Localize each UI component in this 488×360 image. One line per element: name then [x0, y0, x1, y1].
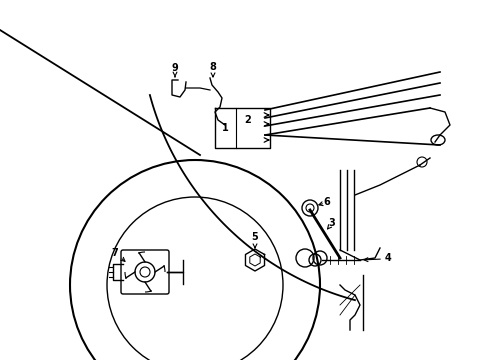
Text: 3: 3: [328, 218, 335, 228]
Text: 1: 1: [221, 123, 228, 133]
Text: 6: 6: [323, 197, 330, 207]
Text: 5: 5: [251, 232, 258, 242]
Text: 7: 7: [111, 248, 118, 258]
Text: 8: 8: [209, 62, 216, 72]
Text: 2: 2: [244, 115, 251, 125]
Text: 4: 4: [384, 253, 391, 263]
Text: 9: 9: [171, 63, 178, 73]
